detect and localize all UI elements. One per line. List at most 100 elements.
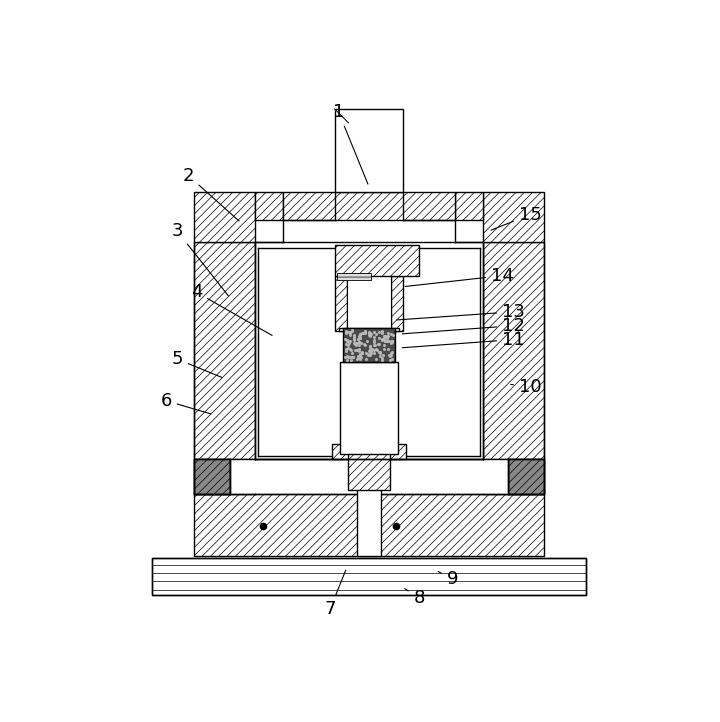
Bar bbox=[340, 362, 398, 453]
Point bbox=[360, 339, 372, 351]
Point bbox=[368, 347, 379, 359]
Point bbox=[379, 331, 390, 342]
Point bbox=[368, 339, 379, 351]
Point bbox=[344, 327, 356, 339]
Bar bbox=[194, 459, 230, 494]
Point bbox=[373, 338, 384, 349]
Point bbox=[384, 349, 396, 361]
Point bbox=[372, 339, 384, 350]
Point bbox=[348, 334, 359, 345]
Point bbox=[377, 325, 388, 336]
Point bbox=[361, 335, 373, 347]
Point bbox=[381, 331, 392, 343]
Point bbox=[359, 326, 370, 338]
Point bbox=[340, 326, 351, 337]
Point bbox=[364, 342, 376, 353]
Point bbox=[374, 347, 385, 358]
Point bbox=[360, 353, 372, 365]
Point bbox=[341, 355, 353, 366]
Point bbox=[355, 352, 366, 363]
Point bbox=[374, 347, 386, 359]
Point bbox=[345, 352, 356, 363]
Point bbox=[365, 346, 377, 357]
Point bbox=[350, 344, 361, 356]
Point bbox=[378, 334, 390, 345]
Point bbox=[369, 339, 381, 351]
Point bbox=[351, 353, 363, 365]
Point bbox=[356, 328, 368, 339]
Point bbox=[348, 334, 360, 346]
Point bbox=[356, 346, 368, 357]
Bar bbox=[508, 459, 544, 494]
Point bbox=[385, 337, 397, 349]
Bar bbox=[335, 276, 347, 331]
Bar bbox=[357, 453, 381, 557]
Point bbox=[354, 329, 366, 340]
Point bbox=[368, 326, 379, 338]
Text: 12: 12 bbox=[402, 317, 525, 335]
Text: 6: 6 bbox=[161, 392, 211, 414]
Point bbox=[341, 334, 353, 346]
Point bbox=[345, 326, 356, 338]
Point bbox=[354, 330, 365, 342]
Point bbox=[364, 348, 375, 360]
Point bbox=[339, 334, 351, 345]
Point bbox=[387, 336, 398, 348]
Bar bbox=[337, 273, 371, 280]
Bar bbox=[255, 192, 283, 220]
Text: 14: 14 bbox=[405, 266, 514, 287]
Point bbox=[382, 335, 394, 347]
Point bbox=[341, 350, 353, 362]
Point bbox=[370, 343, 382, 355]
Point bbox=[364, 331, 375, 342]
Point bbox=[374, 350, 386, 362]
Point bbox=[381, 335, 392, 347]
Point bbox=[378, 339, 390, 350]
Point bbox=[346, 347, 358, 359]
Point bbox=[374, 326, 385, 337]
Point bbox=[348, 337, 360, 349]
Point bbox=[353, 339, 364, 351]
Point bbox=[352, 352, 364, 363]
Point bbox=[353, 333, 364, 344]
Point bbox=[366, 343, 378, 355]
Point bbox=[376, 327, 387, 339]
Point bbox=[384, 354, 395, 365]
Point bbox=[355, 337, 366, 349]
Point bbox=[345, 343, 356, 355]
Point bbox=[346, 325, 358, 336]
Point bbox=[340, 344, 351, 355]
Point bbox=[354, 353, 366, 365]
Point bbox=[386, 347, 397, 358]
Bar bbox=[194, 494, 544, 557]
Point bbox=[353, 336, 364, 348]
Point bbox=[379, 335, 391, 347]
Point bbox=[378, 332, 390, 344]
Bar bbox=[339, 329, 399, 331]
Point bbox=[369, 334, 380, 346]
Point bbox=[386, 336, 397, 347]
Point bbox=[369, 344, 380, 356]
Point bbox=[347, 351, 359, 362]
Point bbox=[368, 336, 379, 348]
Point bbox=[381, 331, 392, 342]
Bar bbox=[347, 276, 391, 331]
Point bbox=[351, 344, 363, 356]
Bar bbox=[283, 192, 455, 220]
Bar bbox=[483, 459, 508, 494]
Point bbox=[343, 352, 355, 363]
Point bbox=[386, 354, 397, 365]
Point bbox=[382, 330, 394, 342]
Bar bbox=[258, 248, 480, 456]
Point bbox=[370, 328, 382, 339]
Point bbox=[343, 342, 354, 354]
Point bbox=[354, 345, 365, 357]
Bar bbox=[194, 459, 230, 494]
Point bbox=[374, 346, 386, 357]
Bar bbox=[194, 192, 255, 243]
Text: 7: 7 bbox=[324, 570, 346, 618]
Point bbox=[383, 349, 395, 361]
Point bbox=[354, 333, 366, 344]
Point bbox=[383, 336, 395, 347]
Point bbox=[379, 344, 390, 355]
